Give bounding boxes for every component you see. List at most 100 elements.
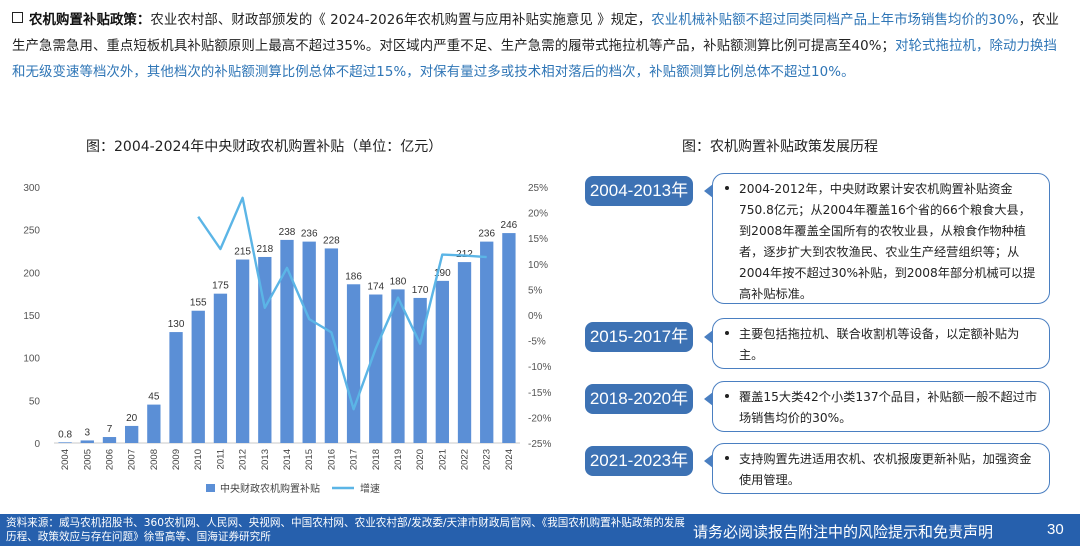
- y-right-tick-label: 5%: [528, 285, 543, 296]
- timeline-box-2015-2017: 主要包括拖拉机、联合收割机等设备，以定额补贴为主。: [712, 318, 1050, 369]
- timeline-box-2021-2023: 支持购置先进适用农机、农机报废更新补贴，加强资金使用管理。: [712, 443, 1050, 494]
- bar-data-label: 236: [301, 229, 318, 240]
- bar-data-label: 0.8: [58, 429, 72, 440]
- x-tick-label: 2008: [149, 449, 160, 470]
- bar: [58, 442, 72, 443]
- x-tick-label: 2018: [371, 449, 382, 470]
- bar: [169, 332, 183, 443]
- bar: [302, 241, 316, 443]
- x-tick-label: 2020: [415, 449, 426, 470]
- x-tick-label: 2023: [482, 449, 493, 470]
- timeline-period-2015-2017: 2015-2017年: [585, 322, 693, 352]
- footer-disclaimer: 请务必阅读报告附注中的风险提示和免责声明: [693, 523, 994, 541]
- page-number: 30: [1047, 521, 1064, 538]
- bar: [369, 294, 383, 443]
- x-tick-label: 2013: [260, 449, 271, 470]
- x-tick-label: 2009: [171, 449, 182, 470]
- bar-data-label: 175: [212, 281, 229, 292]
- x-tick-label: 2015: [304, 449, 315, 470]
- bar-data-label: 155: [190, 298, 207, 309]
- timeline-arrow-icon: [704, 454, 713, 468]
- y-left-tick-label: 200: [23, 268, 40, 279]
- y-right-tick-label: 25%: [528, 183, 548, 194]
- bar: [435, 280, 449, 443]
- y-right-tick-label: 20%: [528, 209, 548, 220]
- x-tick-label: 2021: [437, 449, 448, 470]
- bar: [235, 259, 250, 443]
- bar: [125, 425, 139, 443]
- x-tick-label: 2022: [460, 449, 471, 470]
- legend-bar-swatch: [206, 484, 215, 492]
- bar-data-label: 228: [323, 235, 340, 246]
- intro-highlight-2: 对轮式拖拉机，除动力换挡和无级变速等档次外，其他档次的补贴额测算比例总体不超过1…: [12, 39, 1057, 80]
- checkbox-bullet-icon: [12, 12, 23, 23]
- x-tick-label: 2006: [104, 449, 115, 470]
- timeline-box-2018-2020: 覆盖15大类42个小类137个品目，补贴额一般不超过市场销售均价的30%。: [712, 381, 1050, 432]
- bar-data-label: 7: [107, 424, 113, 435]
- timeline-text: 2004-2012年，中央财政累计安农机购置补贴资金750.8亿元；从2004年…: [739, 182, 1036, 301]
- y-right-tick-label: 15%: [528, 234, 548, 245]
- y-left-tick-label: 300: [23, 183, 40, 194]
- bar-data-label: 45: [148, 392, 160, 403]
- intro-lead: 农机购置补贴政策：: [29, 13, 151, 28]
- y-right-tick-label: -5%: [528, 337, 546, 348]
- y-right-tick-label: -20%: [528, 413, 551, 424]
- bar-data-label: 236: [478, 229, 495, 240]
- legend-bar-label: 中央财政农机购置补贴: [220, 482, 320, 495]
- bullet-icon: [725, 331, 729, 335]
- y-right-tick-label: 0%: [528, 311, 543, 322]
- timeline-arrow-icon: [704, 330, 713, 344]
- timeline-arrow-icon: [704, 392, 713, 406]
- bar-data-label: 130: [168, 319, 185, 330]
- footer-bar: 资料来源：威马农机招股书、360农机网、人民网、央视网、中国农村网、农业农村部/…: [0, 514, 1080, 546]
- bar-data-label: 218: [256, 244, 273, 255]
- intro-text-2: ，农业生产急需急用、重点短板机具补贴额原则上最高不超过35%。对区域内严重不足、…: [12, 13, 1060, 54]
- timeline-box-2004-2013: 2004-2012年，中央财政累计安农机购置补贴资金750.8亿元；从2004年…: [712, 173, 1050, 304]
- bar: [102, 437, 117, 443]
- timeline-text: 支持购置先进适用农机、农机报废更新补贴，加强资金使用管理。: [739, 452, 1032, 487]
- bar-data-label: 190: [434, 268, 451, 279]
- x-tick-label: 2011: [215, 449, 226, 469]
- x-tick-label: 2010: [193, 449, 204, 470]
- bar: [457, 262, 472, 443]
- timeline-text: 主要包括拖拉机、联合收割机等设备，以定额补贴为主。: [739, 327, 1020, 362]
- bar: [324, 248, 339, 443]
- y-left-tick-label: 100: [23, 354, 40, 365]
- x-tick-label: 2012: [238, 449, 249, 470]
- timeline-period-2004-2013: 2004-2013年: [585, 176, 693, 206]
- bar: [346, 284, 361, 443]
- bar-data-label: 20: [126, 413, 138, 424]
- bullet-icon: [725, 186, 729, 190]
- bar: [502, 233, 516, 443]
- bar: [213, 293, 228, 443]
- bullet-icon: [725, 456, 729, 460]
- chart-title: 图：2004-2024年中央财政农机购置补贴（单位：亿元）: [86, 139, 443, 155]
- bar-data-label: 186: [345, 271, 362, 282]
- intro-highlight-1: 农业机械补贴额不超过同类同档产品上年市场销售均价的30%: [651, 13, 1019, 28]
- bar: [413, 297, 427, 443]
- y-left-tick-label: 0: [34, 439, 40, 450]
- subsidy-chart: 0 50 100 150 200 250 300 25% 20% 15% 10% 5% 0% -5% -10…: [23, 183, 551, 495]
- bar-data-label: 170: [412, 285, 429, 296]
- bar: [191, 310, 205, 443]
- bar-data-label: 215: [234, 247, 251, 258]
- bar-data-label: 180: [390, 276, 407, 287]
- x-tick-label: 2017: [349, 449, 360, 470]
- growth-rate-line: [197, 196, 487, 411]
- bar: [280, 239, 294, 443]
- y-left-tick-label: 250: [23, 226, 40, 237]
- x-tick-label: 2019: [393, 449, 404, 470]
- y-right-tick-label: -10%: [528, 362, 551, 373]
- timeline-title: 图：农机购置补贴政策发展历程: [682, 139, 878, 155]
- bullet-icon: [725, 394, 729, 398]
- timeline-period-2021-2023: 2021-2023年: [585, 446, 693, 476]
- x-tick-label: 2024: [504, 449, 515, 470]
- footer-source: 资料来源：威马农机招股书、360农机网、人民网、央视网、中国农村网、农业农村部/…: [6, 517, 685, 543]
- y-left-tick-label: 50: [29, 396, 41, 407]
- x-tick-label: 2004: [60, 449, 71, 470]
- timeline-period-2018-2020: 2018-2020年: [585, 384, 693, 414]
- y-right-tick-label: -15%: [528, 388, 551, 399]
- bar-data-label: 238: [279, 227, 296, 238]
- x-tick-label: 2005: [82, 449, 93, 470]
- bar: [480, 241, 494, 443]
